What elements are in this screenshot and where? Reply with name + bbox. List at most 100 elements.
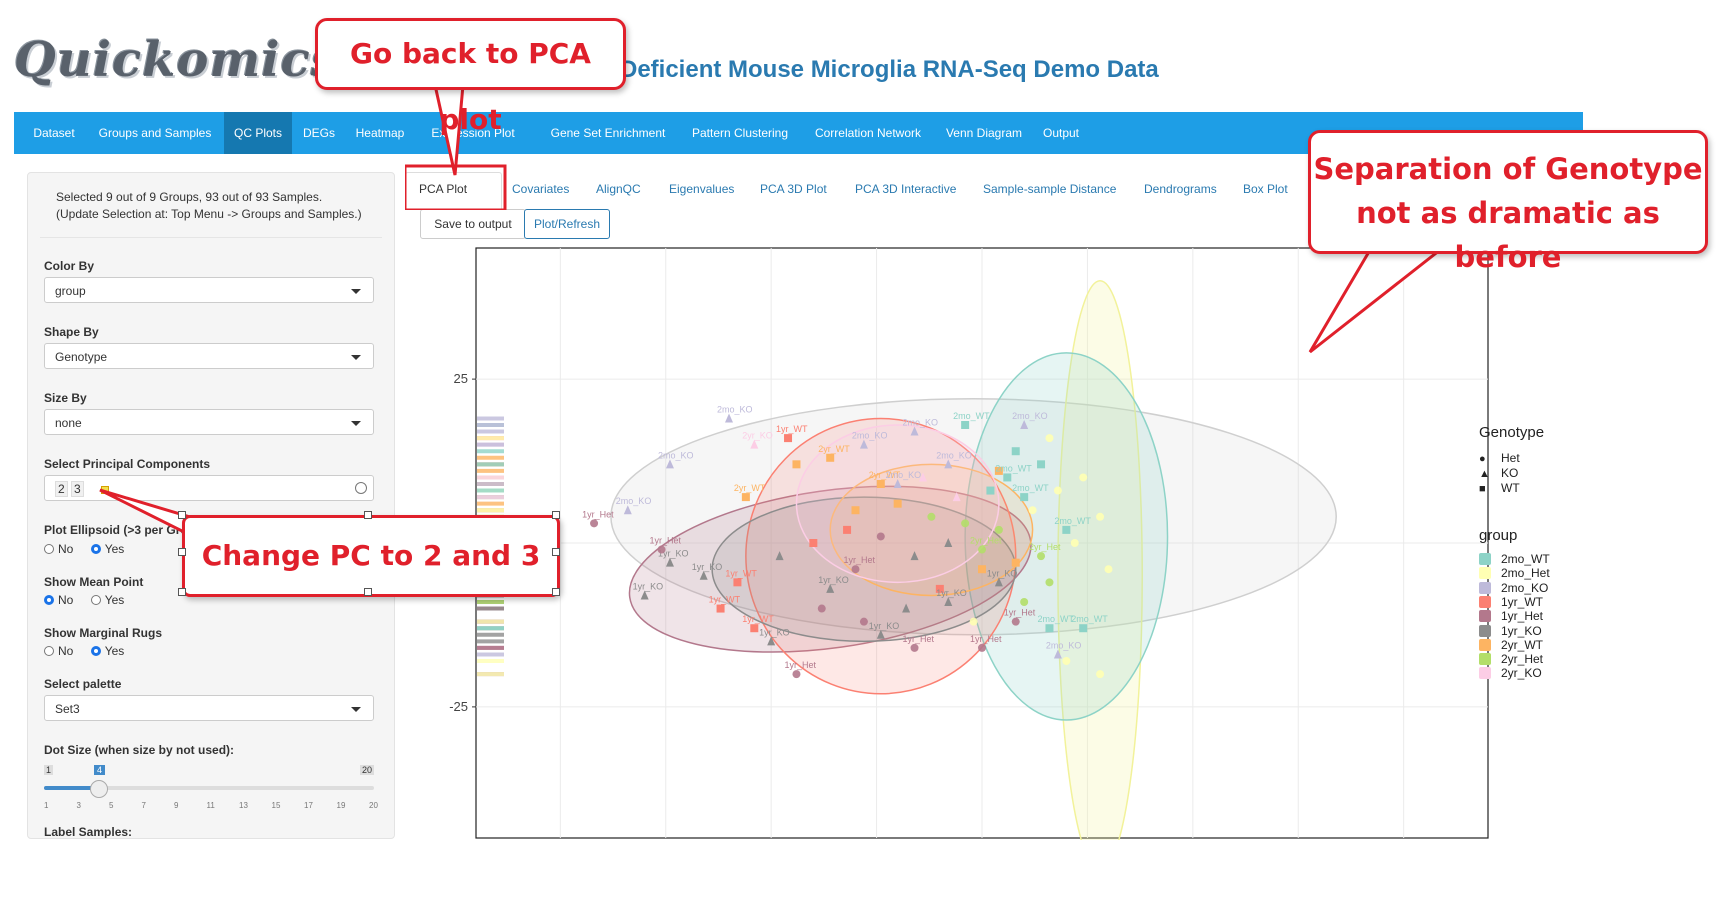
nav-degs[interactable]: DEGs bbox=[302, 126, 335, 140]
rugs-yes-option[interactable]: Yes bbox=[90, 644, 124, 658]
resize-handle bbox=[552, 511, 560, 519]
legend-color-key bbox=[1479, 653, 1491, 666]
callout-genotype-separation: Separation of Genotype not as dramatic a… bbox=[1308, 130, 1708, 274]
plot-refresh-button[interactable]: Plot/Refresh bbox=[524, 209, 610, 239]
legend-genotype-title: Genotype bbox=[1479, 424, 1545, 441]
nav-gene-set-enrichment[interactable]: Gene Set Enrichment bbox=[550, 126, 666, 140]
point-circle bbox=[792, 670, 801, 679]
radio-icon[interactable] bbox=[44, 544, 54, 554]
y-tick-label: -25 bbox=[449, 699, 468, 714]
point-label: 1yr_KO bbox=[759, 627, 790, 637]
ellipsoid-no-option[interactable]: No bbox=[44, 542, 73, 556]
point-square bbox=[961, 421, 970, 429]
radio-checked-icon[interactable] bbox=[44, 595, 54, 605]
point-triangle bbox=[994, 577, 1003, 587]
resize-handle bbox=[552, 588, 560, 596]
legend-color-key bbox=[1479, 610, 1491, 623]
point-triangle bbox=[952, 492, 961, 502]
pc-label: Select Principal Components bbox=[44, 457, 211, 471]
circle-icon: ● bbox=[1479, 453, 1486, 465]
mean-yes-option[interactable]: Yes bbox=[90, 593, 124, 607]
point-triangle bbox=[725, 413, 733, 423]
tab-dendrograms[interactable]: Dendrograms bbox=[1144, 182, 1217, 196]
app-logo: Quickomics bbox=[14, 32, 339, 88]
save-to-output-button[interactable]: Save to output bbox=[420, 209, 526, 239]
tab-pca-3d-interactive[interactable]: PCA 3D Interactive bbox=[855, 182, 957, 196]
dot-size-slider[interactable]: 1 20 4 1 3 5 7 9 11 13 15 17 19 20 bbox=[44, 763, 378, 813]
point-triangle bbox=[910, 426, 919, 436]
nav-output[interactable]: Output bbox=[1042, 126, 1080, 140]
point-label: 1yr_KO bbox=[818, 575, 849, 585]
tab-covariates[interactable]: Covariates bbox=[512, 182, 570, 196]
pc-multi-select[interactable]: 2 3 bbox=[44, 475, 374, 501]
ellipsoid-yes-option[interactable]: Yes bbox=[90, 542, 124, 556]
ellipsoid-label: Plot Ellipsoid (>3 per Gro bbox=[44, 523, 188, 537]
refresh-icon[interactable] bbox=[355, 482, 367, 494]
point-square bbox=[750, 624, 759, 633]
nav-groups-and-samples[interactable]: Groups and Samples bbox=[98, 126, 212, 140]
pc-tag-3[interactable]: 3 bbox=[71, 481, 84, 497]
point-label: 1yr_Het bbox=[970, 634, 1002, 644]
legend-color-key bbox=[1479, 553, 1491, 565]
point-circle bbox=[1011, 617, 1020, 626]
radio-checked-icon[interactable] bbox=[90, 544, 101, 554]
tab-pca-plot[interactable]: PCA Plot bbox=[419, 182, 468, 196]
point-label: 2yr_Het bbox=[970, 536, 1002, 546]
point-label: 1yr_WT bbox=[709, 595, 741, 605]
y-axis: 25 -25 bbox=[449, 371, 476, 714]
point-triangle bbox=[750, 439, 759, 449]
nav-qc-plots[interactable]: QC Plots bbox=[224, 112, 292, 154]
slider-tick-label: 19 bbox=[336, 801, 346, 810]
pc-tag-2[interactable]: 2 bbox=[55, 481, 68, 497]
shape-by-select[interactable]: Genotype bbox=[44, 343, 374, 369]
palette-select[interactable]: Set3 bbox=[44, 695, 374, 721]
legend-group-title: group bbox=[1479, 527, 1518, 544]
slider-track[interactable] bbox=[44, 786, 374, 790]
mean-no-option[interactable]: No bbox=[44, 593, 73, 607]
rugs-no-option[interactable]: No bbox=[44, 644, 73, 658]
point-circle bbox=[1096, 512, 1105, 521]
rugs-radio-group: No Yes bbox=[44, 644, 138, 658]
nav-pattern-clustering[interactable]: Pattern Clustering bbox=[691, 126, 789, 140]
point-label: 2mo_KO bbox=[852, 431, 888, 441]
slider-tick-label: 1 bbox=[44, 801, 49, 810]
slider-tick-label: 9 bbox=[174, 801, 179, 810]
point-triangle bbox=[918, 472, 927, 482]
palette-label: Select palette bbox=[44, 677, 122, 691]
resize-handle bbox=[364, 511, 372, 519]
point-triangle bbox=[665, 557, 674, 567]
legend-group-item: 2yr_KO bbox=[1479, 666, 1542, 680]
point-triangle bbox=[767, 636, 776, 646]
legend-group-item: 1yr_WT bbox=[1479, 595, 1543, 609]
point-triangle bbox=[893, 479, 902, 488]
nav-heatmap[interactable]: Heatmap bbox=[355, 126, 405, 140]
color-by-select[interactable]: group bbox=[44, 277, 374, 303]
nav-venn-diagram[interactable]: Venn Diagram bbox=[945, 126, 1023, 140]
mean-radio-group: No Yes bbox=[44, 593, 138, 607]
slider-min: 1 bbox=[44, 765, 54, 775]
nav-dataset[interactable]: Dataset bbox=[33, 126, 75, 140]
radio-icon[interactable] bbox=[44, 646, 54, 656]
radio-checked-icon[interactable] bbox=[90, 646, 101, 656]
point-triangle bbox=[826, 583, 835, 593]
tab-pca-3d-plot[interactable]: PCA 3D Plot bbox=[760, 182, 827, 196]
callout-pca-plot: Go back to PCA plot bbox=[315, 18, 626, 136]
slider-handle[interactable] bbox=[90, 780, 108, 798]
size-by-select[interactable]: none bbox=[44, 409, 374, 435]
point-square bbox=[1062, 525, 1071, 534]
nav-correlation-network[interactable]: Correlation Network bbox=[814, 126, 922, 140]
point-label: 1yr_KO bbox=[869, 621, 900, 631]
chevron-down-icon bbox=[351, 355, 361, 360]
point-triangle bbox=[902, 603, 911, 613]
group-ellipse bbox=[964, 352, 1169, 721]
tab-alignqc[interactable]: AlignQC bbox=[596, 182, 641, 196]
point-square bbox=[716, 604, 725, 613]
radio-icon[interactable] bbox=[90, 595, 101, 605]
legend-group-item: 1yr_Het bbox=[1479, 609, 1543, 623]
tab-box-plot[interactable]: Box Plot bbox=[1243, 182, 1288, 196]
point-triangle bbox=[944, 538, 953, 547]
point-circle bbox=[1045, 434, 1054, 443]
tab-eigenvalues[interactable]: Eigenvalues bbox=[669, 182, 735, 196]
group-ellipse bbox=[711, 496, 1017, 643]
tab-sample-distance[interactable]: Sample-sample Distance bbox=[983, 182, 1117, 196]
